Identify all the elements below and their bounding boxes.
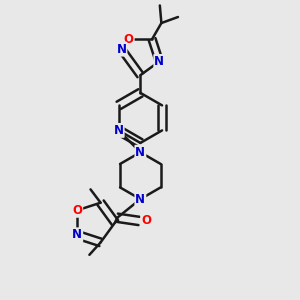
Text: N: N — [72, 228, 82, 241]
Text: O: O — [141, 214, 151, 227]
Text: O: O — [124, 33, 134, 46]
Text: N: N — [154, 55, 164, 68]
Text: N: N — [135, 193, 146, 206]
Text: N: N — [116, 43, 126, 56]
Text: N: N — [135, 146, 146, 159]
Text: O: O — [72, 204, 82, 217]
Text: N: N — [114, 124, 124, 137]
